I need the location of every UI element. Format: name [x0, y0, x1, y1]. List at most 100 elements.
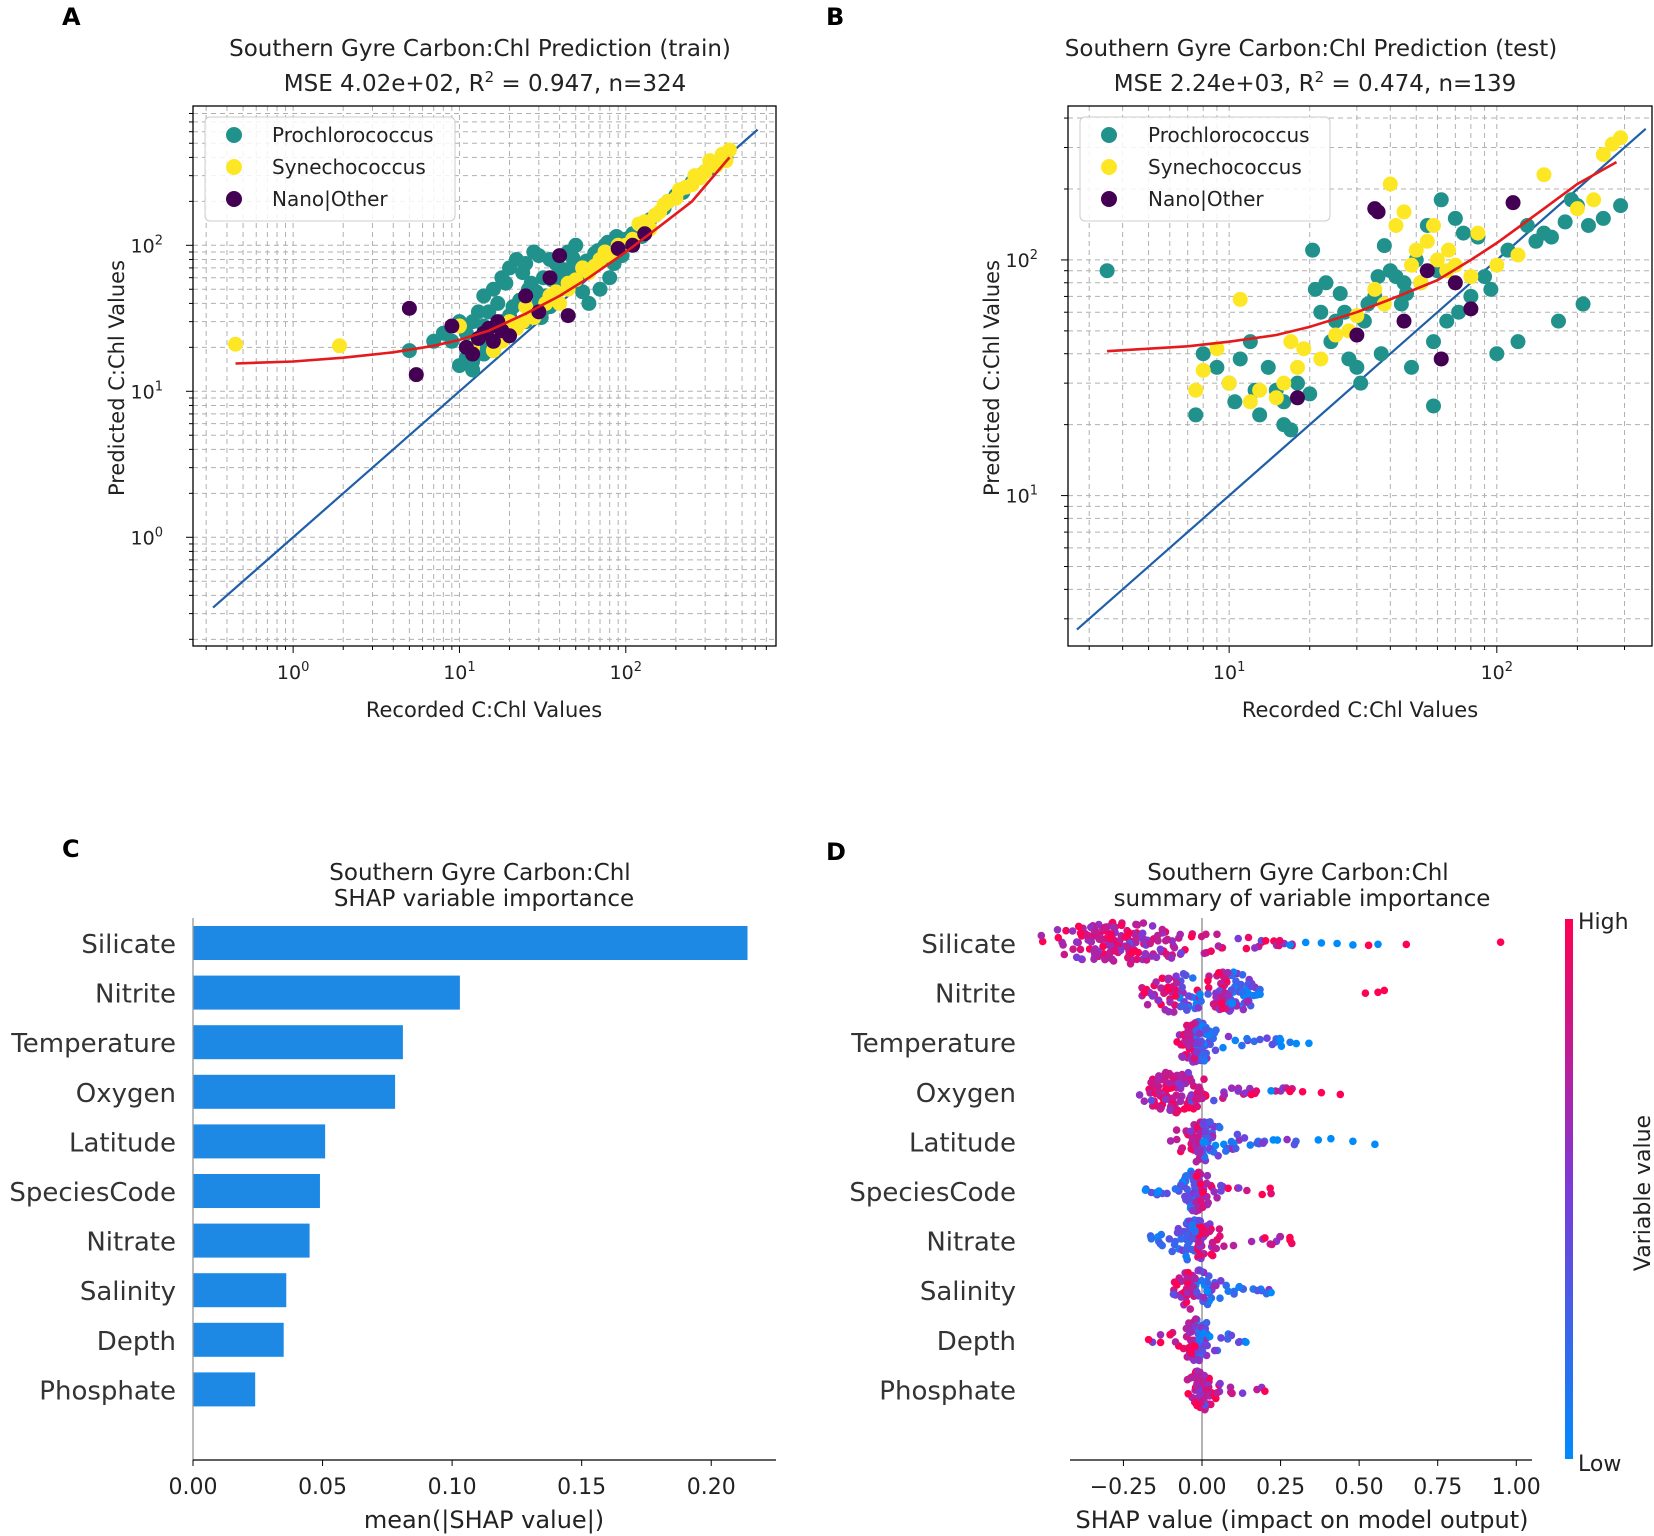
panel-a-subtitle: MSE 4.02e+02, R2 = 0.947, n=324 [284, 68, 686, 97]
shap-point [1152, 953, 1161, 962]
shap-point [1228, 999, 1237, 1008]
legend-marker-nano-other [226, 191, 242, 207]
shap-point [1148, 992, 1157, 1000]
panel-a-plot-frame [192, 105, 777, 647]
shap-point [1196, 990, 1204, 999]
shap-point [1191, 1274, 1199, 1283]
shap-point [1187, 1077, 1196, 1086]
shap-point [1301, 938, 1310, 947]
point-synechococcus [1388, 217, 1404, 233]
shap-point [1147, 1096, 1156, 1105]
panel-c: C Southern Gyre Carbon:Chl SHAP variable… [9, 835, 776, 1534]
shap-point [1157, 1230, 1166, 1239]
shap-point [1147, 1078, 1155, 1087]
shap-point [1191, 1096, 1200, 1104]
bar-nitrate [193, 1223, 310, 1258]
shap-point [1305, 1039, 1313, 1048]
point-nano-other [1349, 327, 1365, 343]
category-label: Latitude [69, 1128, 176, 1158]
shap-point [1222, 1147, 1230, 1155]
shap-point [1231, 1036, 1240, 1045]
shap-point [1196, 1251, 1205, 1260]
shap-point [1242, 1338, 1250, 1347]
point-synechococcus [1489, 257, 1505, 273]
shap-point [1178, 1144, 1186, 1153]
shap-point [1141, 1186, 1150, 1194]
shap-point [1154, 1089, 1162, 1097]
shap-point [1198, 1188, 1207, 1197]
shap-point [1208, 1238, 1217, 1247]
shap-point [1200, 1075, 1208, 1083]
shap-point [1202, 1318, 1211, 1327]
shap-point [1128, 949, 1136, 957]
shap-point [1276, 1036, 1285, 1045]
shap-point [1146, 939, 1154, 948]
point-prochlorococcus [602, 270, 618, 286]
shap-point [1215, 1123, 1224, 1132]
shap-point [1171, 1237, 1179, 1246]
point-prochlorococcus [498, 275, 514, 291]
shap-point [1361, 989, 1370, 998]
shap-point [1091, 927, 1100, 935]
y-tick-label: 102 [1006, 248, 1038, 272]
feature-label: Silicate [921, 930, 1016, 960]
shap-point [1194, 1238, 1203, 1246]
shap-point [1229, 1241, 1238, 1250]
point-prochlorococcus [581, 295, 597, 311]
shap-point [1212, 1281, 1220, 1290]
shap-point [1234, 934, 1242, 943]
shap-point [1193, 1367, 1202, 1375]
shap-point [1190, 1054, 1199, 1063]
shap-point [1109, 923, 1118, 931]
shap-point [1333, 939, 1341, 948]
shap-point [1192, 1048, 1201, 1056]
shap-point [1176, 930, 1184, 939]
shap-point [1111, 947, 1119, 955]
shap-point [1276, 936, 1284, 945]
shap-point [1286, 941, 1294, 949]
point-synechococcus [1283, 334, 1299, 350]
panel-b-x-axis-label: Recorded C:Chl Values [1242, 698, 1478, 722]
point-prochlorococcus [1477, 269, 1493, 285]
point-synechococcus [1441, 242, 1457, 258]
shap-point [1247, 1090, 1256, 1099]
x-tick-label: 100 [277, 660, 309, 684]
shap-point [1238, 971, 1247, 979]
shap-point [1230, 1290, 1238, 1298]
legend-label-synechococcus: Synechococcus [272, 155, 426, 179]
shap-point [1224, 1287, 1232, 1295]
shap-point [1160, 989, 1168, 997]
feature-label: Nitrite [935, 980, 1016, 1010]
shap-point [1253, 1286, 1262, 1295]
shap-point [1191, 1342, 1199, 1351]
shap-point [1184, 992, 1193, 1000]
point-prochlorococcus [1283, 422, 1299, 438]
shap-point [1188, 1221, 1197, 1229]
panel-a-legend: Prochlorococcus Synechococcus Nano|Other [204, 116, 456, 222]
point-nano-other [1419, 263, 1435, 279]
shap-point [1256, 1035, 1264, 1044]
bar-temperature [193, 1025, 403, 1060]
point-prochlorococcus [1595, 210, 1611, 226]
shap-point [1167, 954, 1176, 962]
shap-point [1183, 1006, 1191, 1014]
bar-phosphate [193, 1372, 256, 1407]
x-tick-label: 0.20 [687, 1475, 736, 1500]
shap-point [1196, 1180, 1205, 1188]
shap-point [1227, 1084, 1236, 1092]
fit-line [1107, 160, 1618, 353]
point-prochlorococcus [1373, 346, 1389, 362]
shap-point [1172, 1091, 1181, 1099]
shap-point [1166, 1079, 1174, 1087]
point-prochlorococcus [1232, 351, 1248, 367]
feature-label: SpeciesCode [849, 1178, 1016, 1208]
shap-point [1201, 1229, 1209, 1238]
shap-point [1156, 1338, 1165, 1347]
panel-a: A Southern Gyre Carbon:Chl Prediction (t… [62, 3, 777, 722]
shap-point [1155, 1072, 1163, 1080]
shap-point [1177, 949, 1186, 957]
point-nano-other [502, 328, 518, 344]
shap-point [1072, 938, 1081, 946]
point-nano-other [1463, 301, 1479, 317]
